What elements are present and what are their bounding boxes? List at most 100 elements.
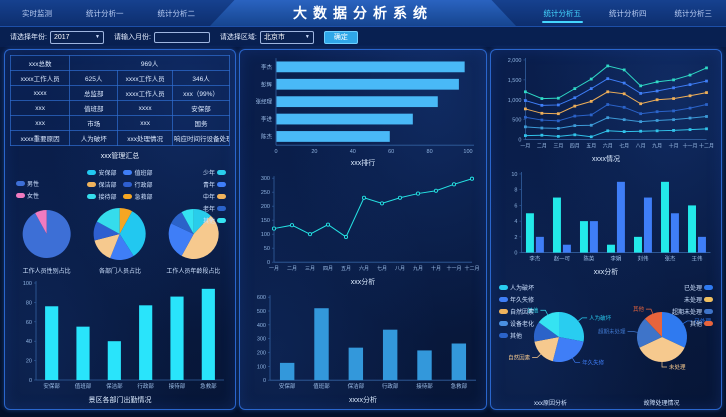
legend-swatch-icon [216, 218, 226, 223]
bar [201, 288, 215, 380]
svg-text:100: 100 [257, 364, 266, 370]
legend-item[interactable]: 人为破坏 [499, 283, 534, 292]
legend-item[interactable]: 未处理 [684, 295, 713, 304]
svg-text:2: 2 [514, 234, 517, 240]
bar [688, 204, 696, 253]
svg-text:250: 250 [261, 190, 270, 196]
legend-item[interactable]: 行政部 [123, 180, 153, 189]
svg-text:500: 500 [257, 309, 266, 315]
confirm-button[interactable]: 确定 [323, 30, 358, 44]
nav-item-2[interactable]: 统计分析三 [674, 8, 713, 18]
pie-callout-label: 自然因素 [508, 354, 531, 362]
legend-swatch-icon [123, 194, 133, 199]
svg-text:500: 500 [512, 118, 521, 124]
svg-text:六月: 六月 [603, 143, 613, 150]
chevron-down-icon: ▼ [304, 33, 310, 40]
legend-item[interactable]: 年久失修 [499, 295, 534, 304]
dept-bar-chart-block: 0 100 200 300 400 500 600 安保部 值班部 保洁部 行政部 接待部 急救部 xx… [244, 289, 482, 407]
trend-chart-block: 0 50 100 150 200 250 300 一月 二月 三月 四月 五月 六月 七月 八月 九月 十月 十一… [244, 170, 482, 288]
legend-label: 人为破坏 [510, 286, 535, 292]
svg-text:二月: 二月 [537, 144, 547, 150]
legend-item[interactable]: 其他 [690, 319, 713, 328]
svg-text:6: 6 [514, 203, 517, 209]
pie-slice [110, 234, 134, 260]
legend-item[interactable]: 安保部 [87, 168, 116, 177]
bar [276, 113, 413, 125]
dept-bar-svg: 0 100 200 300 400 500 600 安保部 值班部 保洁部 行政部 接待部 急救部 [257, 294, 476, 390]
legend-item[interactable]: 设备老化 [499, 319, 534, 328]
pie-slice [93, 221, 120, 241]
region-select[interactable]: 北京市 ▼ [259, 30, 314, 44]
legend-item[interactable]: 男性 [16, 179, 39, 188]
bar [634, 236, 642, 253]
attendance-bar-svg: 0 20 40 60 80 100 安保部 值班部 保洁部 行政部 接待部 急救部 [23, 281, 224, 390]
legend-item[interactable]: 值班部 [123, 168, 153, 177]
table-row: xxxx 总监部 xxxx工作人员 xxx（99%） [9, 85, 230, 101]
legend-item[interactable]: 其他 [203, 216, 226, 225]
legend-label: 值班部 [134, 171, 153, 177]
legend-item[interactable]: 超期未处理 [672, 307, 713, 316]
bar [279, 362, 295, 380]
person-bars-chart: 0 2 4 6 8 10 李杰 赵一可 陈英 李娟 刘伟 张杰 王伟 [495, 166, 717, 268]
bottom-pies: 人为破坏 年久失修 自然因素 设备老化 其他 人为破坏 年久失修 自然因素 其他 xxx原因分… [495, 279, 717, 407]
legend-item[interactable]: 急救部 [123, 192, 153, 201]
age-pie-box: 少年 青年 中年 老年 其他 工作人员年龄段占比 [157, 163, 230, 275]
table-cell: xxx [117, 115, 174, 131]
svg-text:接待部: 接待部 [169, 382, 186, 390]
legend-item[interactable]: 中年 [203, 192, 226, 201]
bar [276, 61, 465, 73]
line-series [273, 178, 473, 239]
bar [348, 347, 364, 380]
legend-item[interactable]: 接待部 [87, 192, 116, 201]
svg-text:0: 0 [263, 378, 266, 384]
nav-right: 统计分析五 统计分析四 统计分析三 [541, 0, 715, 26]
svg-text:六月: 六月 [359, 265, 369, 272]
svg-text:60: 60 [26, 320, 32, 326]
legend-item[interactable]: 自然因素 [499, 307, 534, 316]
svg-text:1,500: 1,500 [508, 78, 522, 84]
year-select[interactable]: 2017 ▼ [49, 30, 104, 44]
svg-text:200: 200 [257, 350, 266, 356]
svg-text:150: 150 [261, 218, 270, 224]
pie-slice [534, 337, 559, 362]
dept-pie-chart [83, 204, 156, 264]
legend-swatch-icon [16, 193, 25, 198]
legend-item[interactable]: 其他 [499, 331, 534, 340]
legend-swatch-icon [499, 333, 508, 338]
legend-swatch-icon [499, 285, 508, 290]
nav-item-2[interactable]: 统计分析二 [157, 8, 196, 18]
nav-item-0[interactable]: 实时监测 [22, 8, 52, 18]
year-select-value: 2017 [53, 33, 70, 41]
legend-swatch-icon [87, 194, 97, 199]
legend-item[interactable]: 少年 [203, 168, 226, 177]
dept-pie-box: 安保部 值班部 保洁部 行政部 接待部 急救部 各部门人员占比 [83, 163, 156, 275]
svg-text:张经理: 张经理 [255, 98, 272, 106]
svg-text:80: 80 [427, 149, 433, 155]
legend-item[interactable]: 老年 [203, 204, 226, 213]
table-cell: xxx [9, 115, 71, 131]
nav-item-1[interactable]: 统计分析一 [86, 8, 124, 18]
legend-item[interactable]: 青年 [203, 180, 226, 189]
filter-bar: 请选择年份: 2017 ▼ 请输入月份: 请选择区域: 北京市 ▼ 确定 [0, 27, 726, 47]
svg-text:四月: 四月 [323, 266, 333, 272]
month-input[interactable] [153, 31, 210, 43]
table-cell: 值班部 [69, 100, 119, 116]
trend-line-svg: 0 50 100 150 200 250 300 一月 二月 三月 四月 五月 六月 七月 八月 九月 十月 十一… [261, 176, 480, 272]
pie-slice [168, 223, 194, 256]
nav-item-1[interactable]: 统计分析四 [609, 8, 647, 18]
dept-bar-chart-title: xxxx分析 [349, 396, 377, 404]
svg-text:十二月: 十二月 [699, 143, 714, 150]
svg-text:400: 400 [257, 322, 266, 328]
pies-row: 男性 女性 工作人员性别占比 安保部 值班部 保洁部 行政部 接待部 急救部 各部门人员占比… [10, 163, 230, 275]
cause-pie-box: 人为破坏 年久失修 自然因素 设备老化 其他 人为破坏 年久失修 自然因素 其他 xxx原因分… [495, 279, 612, 407]
nav-item-0[interactable]: 统计分析五 [541, 6, 584, 23]
legend-swatch-icon [499, 309, 508, 314]
legend-item[interactable]: 已处理 [684, 283, 713, 292]
line-series [525, 91, 707, 115]
table-cell: 市场 [69, 115, 119, 131]
legend-item[interactable]: 保洁部 [87, 180, 116, 189]
legend-item[interactable]: 女性 [16, 191, 39, 200]
table-cell: xxxx重要原因 [9, 130, 71, 146]
pie-slice [94, 234, 120, 259]
